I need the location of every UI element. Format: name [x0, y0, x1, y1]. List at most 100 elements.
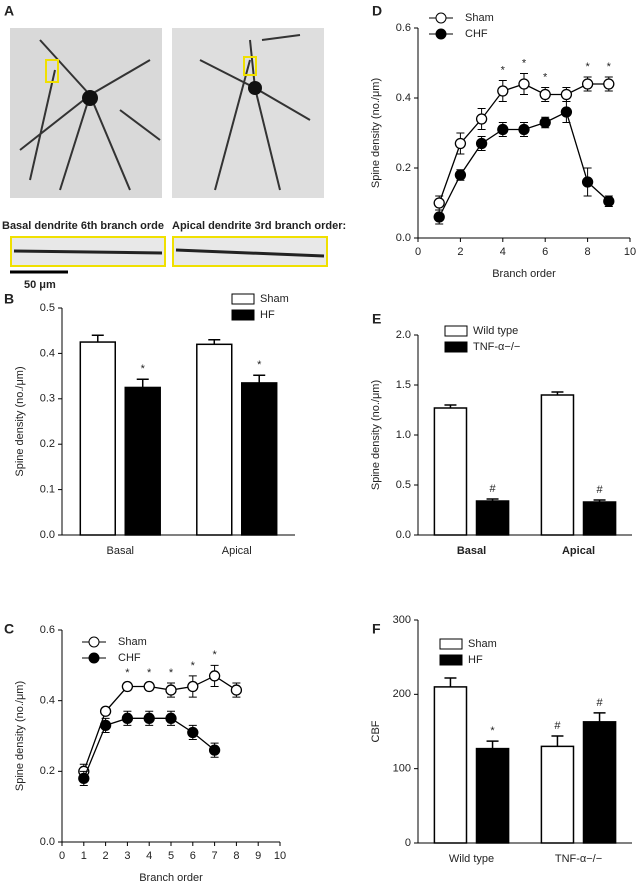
- y-axis-label: CBF: [370, 720, 382, 742]
- panel-letter: C: [4, 621, 14, 637]
- y-tick-label: 1.0: [396, 429, 411, 441]
- y-tick-label: 1.5: [396, 379, 411, 391]
- point: [497, 123, 509, 136]
- significance-mark: *: [147, 667, 152, 679]
- significance-mark: *: [141, 363, 146, 375]
- panel-letter: F: [372, 621, 381, 637]
- x-tick-label: 2: [103, 850, 109, 862]
- point: [581, 176, 594, 188]
- legend-label: HF: [260, 309, 275, 321]
- y-tick-label: 0.0: [396, 232, 411, 244]
- micrograph: [172, 28, 324, 198]
- chart-panel: B Spine density (no./μm) 0.0 0.1 0.2 0.3 0.4 0.…: [4, 291, 295, 557]
- chart-panel: D Spine density (no./μm) 0.0 0.2 0.4 0.6 Sham C…: [370, 3, 636, 280]
- legend-label: Sham: [465, 12, 494, 24]
- x-tick-label: 7: [212, 850, 218, 862]
- image-caption: Apical dendrite 3rd branch order:: [172, 220, 346, 232]
- error-bar: [593, 499, 606, 502]
- bar: [196, 343, 233, 536]
- point: [165, 684, 177, 696]
- error-bar: [486, 498, 499, 501]
- y-tick-label: 0.5: [40, 302, 55, 314]
- point: [230, 684, 243, 696]
- panel-letter: A: [4, 3, 14, 19]
- scale-label: 50 μm: [24, 279, 56, 291]
- point: [518, 123, 530, 136]
- significance-mark: *: [212, 649, 217, 661]
- image-panel: A Sham HF Basal dendrite 6th branch orde…: [2, 0, 346, 291]
- y-tick-label: 0.0: [396, 529, 411, 541]
- x-tick-label: 9: [255, 850, 261, 862]
- error-bar: [486, 740, 499, 749]
- y-axis-label: Spine density (no./μm): [370, 78, 382, 188]
- significance-mark: #: [554, 720, 561, 732]
- y-tick-label: 0.2: [40, 438, 55, 450]
- point: [433, 197, 445, 209]
- point: [603, 78, 615, 90]
- error-bar: [91, 334, 104, 343]
- y-tick-label: 300: [393, 614, 411, 626]
- y-tick-label: 0.2: [396, 162, 411, 174]
- point: [518, 78, 530, 90]
- x-tick-label: Basal: [457, 545, 486, 557]
- y-tick-label: 0.4: [40, 695, 55, 707]
- x-tick-label: 6: [190, 850, 196, 862]
- error-bar: [253, 374, 266, 383]
- y-tick-label: 200: [393, 688, 411, 700]
- x-tick-label: Apical: [562, 545, 595, 557]
- point: [121, 712, 134, 724]
- error-bar: [444, 404, 457, 408]
- x-tick-label: 3: [124, 850, 130, 862]
- legend-swatch: [444, 341, 468, 353]
- point: [99, 705, 112, 717]
- bar: [79, 341, 117, 536]
- legend-marker: [435, 12, 447, 24]
- bar: [540, 394, 575, 536]
- legend-marker: [88, 636, 100, 648]
- bar: [475, 747, 510, 844]
- y-tick-label: 0.0: [40, 836, 55, 848]
- legend-swatch: [231, 309, 255, 321]
- panel-letter: E: [372, 311, 381, 327]
- y-tick-label: 0.6: [396, 22, 411, 34]
- significance-mark: *: [125, 667, 130, 679]
- y-tick-label: 0.1: [40, 484, 55, 496]
- point: [560, 88, 573, 101]
- bar: [433, 407, 468, 536]
- y-axis-label: Spine density (no./μm): [14, 366, 26, 476]
- legend-swatch: [231, 293, 255, 305]
- point: [539, 116, 551, 129]
- dendrite: [175, 248, 325, 258]
- significance-mark: *: [607, 61, 612, 73]
- image-caption: Basal dendrite 6th branch orde: [2, 220, 164, 232]
- error-bar: [551, 391, 564, 395]
- legend-swatch: [439, 654, 463, 666]
- legend-swatch: [444, 325, 468, 337]
- y-tick-label: 0.4: [40, 347, 55, 359]
- point: [121, 680, 134, 693]
- point: [143, 712, 155, 724]
- significance-mark: *: [169, 667, 174, 679]
- image-title: Sham: [40, 0, 73, 14]
- legend-label: CHF: [465, 28, 488, 40]
- x-tick-label: 4: [500, 246, 506, 258]
- legend-marker: [88, 652, 100, 664]
- point: [165, 712, 177, 724]
- significance-mark: #: [489, 483, 496, 495]
- error-bar: [208, 339, 221, 345]
- legend-label: Sham: [260, 293, 289, 305]
- error-bar: [136, 378, 149, 388]
- dendrites: [19, 39, 161, 191]
- point: [603, 195, 615, 207]
- error-bar: [593, 712, 606, 722]
- legend-label: Wild type: [473, 325, 518, 337]
- x-tick-label: Basal: [106, 545, 134, 557]
- x-axis-label: Branch order: [492, 268, 556, 280]
- y-axis-label: Spine density (no./μm): [14, 681, 26, 791]
- bar: [582, 721, 617, 844]
- y-tick-label: 0.3: [40, 393, 55, 405]
- point: [187, 726, 199, 739]
- point: [475, 137, 488, 150]
- x-tick-label: 8: [233, 850, 239, 862]
- x-tick-label: 1: [81, 850, 87, 862]
